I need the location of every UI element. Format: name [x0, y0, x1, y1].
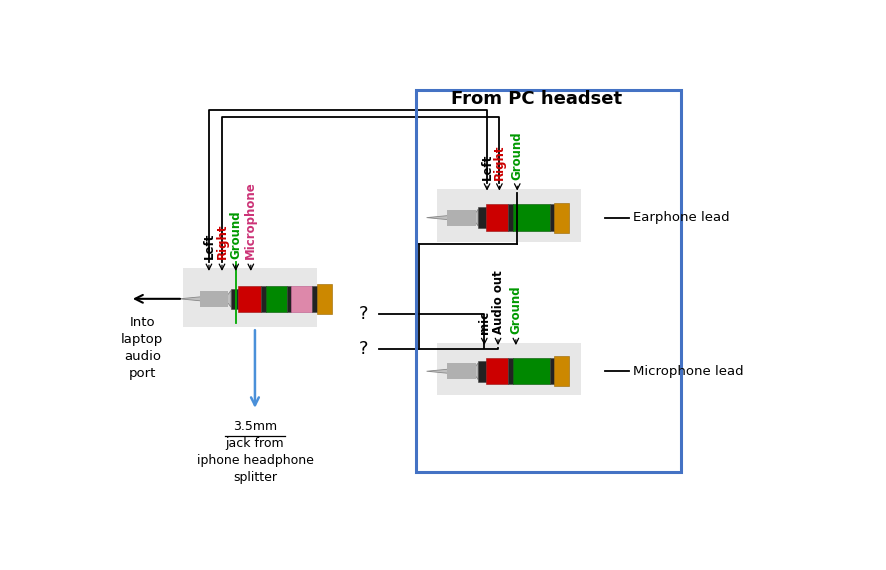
Bar [317, 284, 332, 314]
Bar [509, 358, 513, 384]
Bar [513, 205, 549, 231]
Bar [437, 343, 581, 396]
Polygon shape [179, 291, 231, 307]
Bar [291, 286, 312, 312]
Bar [478, 207, 486, 228]
Text: Ground: Ground [510, 132, 524, 180]
Text: Right: Right [493, 145, 506, 180]
Bar [513, 358, 549, 384]
Text: Earphone lead: Earphone lead [633, 211, 729, 224]
Text: Ground: Ground [509, 286, 523, 334]
Text: From PC headset: From PC headset [451, 90, 622, 108]
Polygon shape [426, 363, 478, 380]
Text: mic: mic [478, 311, 491, 334]
Bar [261, 286, 266, 312]
Text: Ground: Ground [229, 211, 242, 259]
Bar [416, 90, 680, 472]
Bar [266, 286, 286, 312]
Bar [231, 288, 238, 309]
Polygon shape [426, 209, 478, 226]
Text: Into
laptop
audio
port: Into laptop audio port [121, 316, 163, 380]
Text: Left: Left [480, 154, 494, 180]
Bar [549, 358, 555, 384]
Bar [238, 286, 261, 312]
Text: Microphone: Microphone [245, 182, 257, 259]
Bar [312, 286, 317, 312]
Text: Audio out: Audio out [492, 270, 504, 334]
Bar [183, 268, 317, 327]
Bar [555, 203, 570, 233]
Text: Microphone lead: Microphone lead [633, 365, 743, 378]
Text: 3.5mm
jack from
iphone headphone
splitter: 3.5mm jack from iphone headphone splitte… [197, 420, 314, 483]
Polygon shape [200, 291, 229, 307]
Text: Right: Right [215, 224, 229, 259]
Bar [486, 358, 509, 384]
Text: Left: Left [202, 233, 215, 259]
Bar [486, 205, 509, 231]
Bar [286, 286, 291, 312]
Bar [555, 356, 570, 386]
Text: ?: ? [359, 340, 369, 359]
Bar [437, 189, 581, 242]
Bar [478, 361, 486, 381]
Bar [509, 205, 513, 231]
Polygon shape [447, 210, 476, 226]
Bar [549, 205, 555, 231]
Polygon shape [447, 363, 476, 379]
Text: ?: ? [359, 305, 369, 323]
